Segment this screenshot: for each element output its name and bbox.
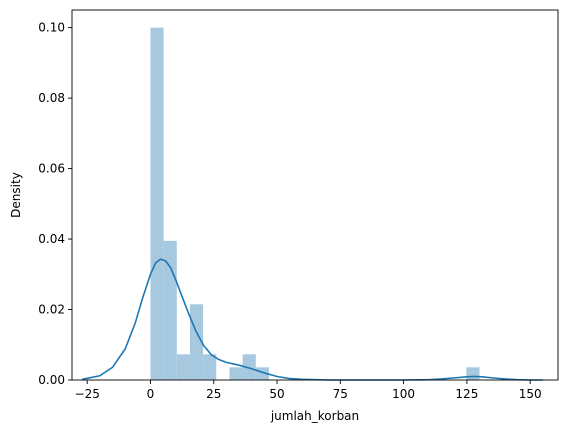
y-axis-label: Density: [9, 172, 23, 218]
histogram-bar: [150, 27, 164, 380]
plot-area-frame: [71, 9, 559, 381]
y-tick-label: 0.10: [38, 21, 65, 35]
y-axis-ticks: 0.00 0.02 0.04 0.06 0.08 0.10: [38, 21, 72, 387]
x-tick-label: 50: [269, 387, 284, 401]
x-tick-label: 25: [206, 387, 221, 401]
histogram-bar: [466, 367, 480, 380]
y-tick-label: 0.04: [38, 232, 65, 246]
histogram-bar: [203, 354, 217, 380]
histogram-bar: [229, 367, 243, 380]
y-tick-label: 0.06: [38, 162, 65, 176]
x-tick-label: 75: [333, 387, 348, 401]
x-axis-ticks: −25 0 25 50 75 100 125 150: [75, 380, 542, 401]
x-tick-label: 100: [392, 387, 415, 401]
x-tick-label: 0: [147, 387, 155, 401]
x-tick-label: 125: [455, 387, 478, 401]
y-tick-label: 0.02: [38, 303, 65, 317]
kde-curve: [81, 258, 543, 381]
histogram-bars: [150, 27, 480, 380]
histogram-bar: [176, 354, 190, 380]
histogram-bar: [242, 354, 256, 380]
x-tick-label: −25: [75, 387, 100, 401]
y-tick-label: 0.08: [38, 91, 65, 105]
x-tick-label: 150: [519, 387, 542, 401]
y-tick-label: 0.00: [38, 373, 65, 387]
x-axis-label: jumlah_korban: [270, 409, 359, 423]
